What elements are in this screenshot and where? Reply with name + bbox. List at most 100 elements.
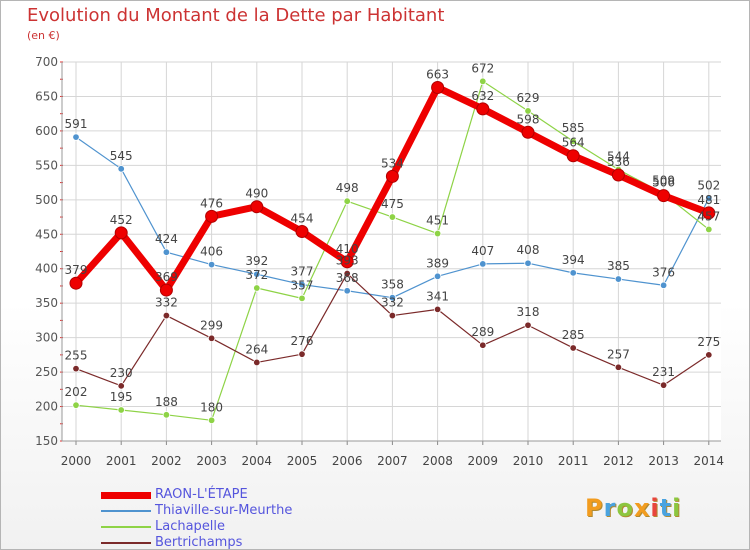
- data-label: 276: [291, 334, 314, 348]
- data-label: 358: [381, 278, 404, 292]
- y-tick-label: 600: [35, 124, 58, 138]
- data-label: 544: [607, 149, 630, 163]
- data-label: 632: [471, 89, 494, 103]
- legend-swatch: [101, 542, 151, 544]
- y-tick-label: 250: [35, 365, 58, 379]
- data-label: 490: [245, 187, 268, 201]
- data-point: [117, 406, 125, 414]
- data-label: 318: [517, 305, 540, 319]
- data-point: [479, 341, 487, 349]
- y-tick-label: 300: [35, 331, 58, 345]
- x-tick-label: 2010: [513, 454, 544, 468]
- data-point: [162, 411, 171, 419]
- x-tick-label: 2009: [468, 454, 499, 468]
- data-label: 406: [200, 245, 223, 259]
- data-label: 457: [697, 209, 720, 223]
- data-point: [250, 200, 264, 214]
- data-label: 451: [426, 214, 449, 228]
- x-tick-label: 2013: [648, 454, 679, 468]
- data-label: 357: [291, 278, 314, 292]
- data-point: [253, 358, 261, 367]
- data-label: 188: [155, 395, 178, 409]
- data-label: 598: [517, 112, 540, 126]
- data-point: [705, 194, 713, 203]
- x-tick-label: 2002: [151, 454, 182, 468]
- data-point: [659, 381, 668, 389]
- legend-swatch: [101, 510, 151, 512]
- x-tick-label: 2006: [332, 454, 363, 468]
- data-point: [433, 229, 442, 238]
- plot-area: [62, 62, 721, 441]
- data-label: 299: [200, 318, 223, 332]
- data-label: 502: [697, 178, 720, 192]
- data-point: [431, 80, 445, 94]
- data-point: [117, 165, 125, 173]
- legend-label: Bertrichamps: [155, 535, 243, 550]
- data-point: [388, 213, 397, 221]
- x-tick-label: 2011: [558, 454, 589, 468]
- data-label: 180: [200, 400, 223, 414]
- y-tick-label: 400: [35, 262, 58, 276]
- data-point: [705, 225, 713, 234]
- data-point: [524, 259, 532, 267]
- data-point: [569, 344, 577, 352]
- data-point: [705, 351, 713, 359]
- legend-label: RAON-L'ÉTAPE: [155, 487, 248, 502]
- data-point: [433, 305, 442, 314]
- data-point: [702, 206, 716, 220]
- data-label: 255: [65, 349, 88, 363]
- data-label: 257: [607, 347, 630, 361]
- x-tick-label: 2007: [377, 454, 408, 468]
- data-label: 408: [517, 243, 540, 257]
- data-point: [162, 311, 171, 320]
- data-point: [298, 280, 306, 289]
- y-tick-label: 700: [35, 55, 58, 69]
- data-label: 275: [697, 335, 720, 349]
- data-label: 379: [65, 263, 88, 277]
- data-point: [611, 168, 625, 182]
- x-tick-label: 2005: [287, 454, 318, 468]
- x-tick-label: 2003: [196, 454, 227, 468]
- y-tick-label: 450: [35, 227, 58, 241]
- x-tick-label: 2001: [106, 454, 137, 468]
- data-point: [479, 77, 487, 85]
- data-label: 534: [381, 156, 404, 170]
- legend-swatch: [101, 491, 151, 499]
- data-point: [117, 382, 125, 390]
- legend-swatch: [101, 526, 151, 528]
- data-point: [207, 260, 216, 269]
- data-label: 264: [245, 342, 268, 356]
- data-point: [72, 401, 80, 409]
- x-tick-label: 2012: [603, 454, 634, 468]
- data-point: [159, 283, 173, 297]
- data-point: [253, 284, 261, 292]
- data-point: [657, 189, 671, 203]
- y-tick-label: 200: [35, 400, 58, 414]
- data-label: 564: [562, 136, 585, 150]
- data-label: 454: [291, 212, 314, 226]
- x-tick-label: 2004: [242, 454, 273, 468]
- data-label: 332: [381, 296, 404, 310]
- x-tick-label: 2014: [694, 454, 725, 468]
- data-label: 332: [155, 296, 178, 310]
- data-label: 368: [336, 271, 359, 285]
- data-point: [207, 416, 216, 425]
- data-label: 369: [155, 270, 178, 284]
- y-tick-label: 350: [35, 296, 58, 310]
- data-point: [388, 311, 397, 320]
- data-label: 481: [697, 193, 720, 207]
- data-label: 372: [245, 268, 268, 282]
- data-point: [343, 287, 351, 295]
- data-point: [72, 364, 80, 373]
- x-tick-label: 2008: [422, 454, 453, 468]
- data-label: 536: [607, 155, 630, 169]
- data-label: 591: [65, 117, 88, 131]
- data-label: 498: [336, 181, 359, 195]
- data-point: [253, 270, 261, 278]
- data-point: [524, 107, 532, 115]
- data-point: [388, 293, 397, 302]
- data-label: 393: [336, 254, 359, 268]
- data-point: [479, 260, 487, 268]
